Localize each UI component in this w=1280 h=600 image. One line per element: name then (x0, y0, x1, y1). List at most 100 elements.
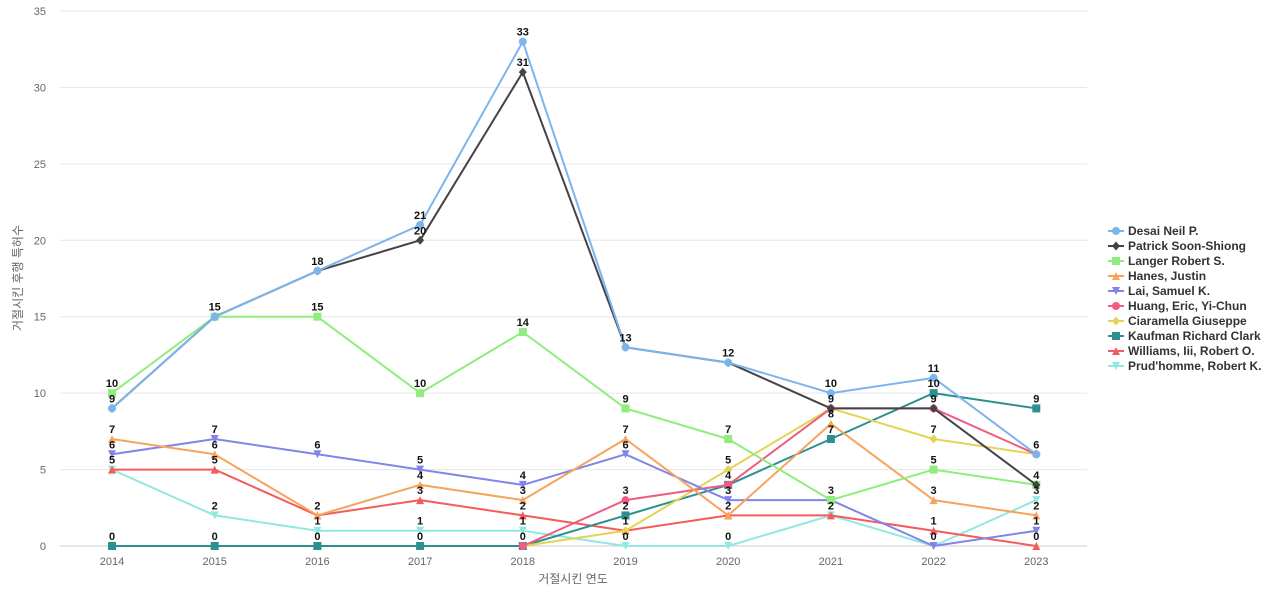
y-tick-label: 15 (34, 312, 46, 324)
data-label: 2 (725, 500, 731, 512)
data-label: 10 (825, 378, 837, 390)
legend-label: Huang, Eric, Yi-Chun (1128, 299, 1247, 313)
data-point (621, 496, 630, 505)
data-label: 9 (109, 393, 115, 405)
data-label: 0 (314, 531, 320, 543)
data-point (313, 450, 322, 459)
data-label: 1 (931, 516, 937, 528)
legend-marker-icon (1112, 332, 1120, 340)
data-label: 4 (520, 470, 527, 482)
legend-label: Langer Robert S. (1128, 254, 1225, 268)
data-label: 21 (414, 210, 426, 222)
data-point (1032, 542, 1041, 550)
legend-item[interactable]: Williams, Iii, Robert O. (1108, 344, 1255, 358)
data-label: 4 (1033, 470, 1040, 482)
legend-label: Lai, Samuel K. (1128, 284, 1210, 298)
data-label: 6 (622, 439, 628, 451)
data-point (210, 450, 219, 459)
data-point (518, 526, 527, 535)
legend-marker-icon (1112, 316, 1120, 326)
legend-marker-icon (1112, 362, 1120, 370)
legend-marker-icon (1112, 257, 1120, 265)
series-line (522, 407, 1037, 547)
data-point (108, 465, 116, 474)
data-point (929, 542, 938, 550)
data-point (518, 496, 527, 505)
data-point (1032, 511, 1041, 520)
data-point (621, 343, 630, 352)
data-label: 0 (1033, 531, 1039, 543)
series-1 (108, 37, 1041, 459)
y-tick-label: 30 (34, 82, 46, 94)
data-point (416, 465, 425, 474)
data-label: 10 (414, 378, 426, 390)
data-point (826, 435, 835, 443)
legend-item[interactable]: Kaufman Richard Clark (1108, 329, 1261, 343)
data-label: 1 (314, 516, 320, 528)
legend-item[interactable]: Ciaramella Giuseppe (1108, 314, 1247, 328)
data-point (313, 266, 322, 275)
data-label: 7 (828, 424, 834, 436)
data-label: 9 (828, 393, 834, 405)
legend-item[interactable]: Desai Neil P. (1108, 224, 1199, 238)
data-label: 2 (520, 500, 526, 512)
x-tick-label: 2016 (305, 556, 329, 568)
data-label: 8 (828, 409, 834, 421)
legend-item[interactable]: Patrick Soon-Shiong (1108, 239, 1246, 253)
data-point (416, 542, 425, 550)
data-point (621, 404, 630, 413)
data-point (826, 511, 835, 520)
data-point (724, 480, 733, 489)
legend-marker-icon (1112, 302, 1120, 310)
x-tick-label: 2014 (100, 556, 124, 568)
data-point (108, 542, 116, 550)
data-label: 1 (520, 516, 526, 528)
legend-label: Desai Neil P. (1128, 224, 1199, 238)
data-label: 15 (209, 302, 221, 314)
data-point (313, 312, 322, 321)
data-label: 5 (725, 455, 731, 467)
series-10 (108, 465, 1041, 550)
data-point (210, 542, 219, 550)
data-point (108, 389, 116, 398)
data-label: 20 (414, 225, 426, 237)
data-point (518, 511, 527, 520)
data-point (416, 235, 425, 245)
data-point (724, 511, 733, 520)
data-label: 12 (722, 348, 734, 360)
data-point (210, 465, 219, 474)
data-label: 6 (1033, 439, 1039, 451)
data-label: 2 (212, 500, 218, 512)
data-label: 10 (927, 378, 939, 390)
legend-label: Kaufman Richard Clark (1128, 329, 1261, 343)
y-tick-label: 5 (40, 465, 46, 477)
data-point (108, 435, 116, 443)
legend-item[interactable]: Prud'homme, Robert K. (1108, 359, 1262, 373)
data-point (416, 526, 425, 535)
data-point (1032, 526, 1041, 535)
legend-marker-icon (1112, 272, 1120, 280)
data-point (929, 389, 938, 398)
series-6 (518, 404, 1041, 550)
data-label: 2 (622, 500, 628, 512)
data-point (416, 389, 425, 398)
x-tick-label: 2015 (202, 556, 226, 568)
data-point (416, 480, 425, 489)
data-label: 1 (417, 516, 423, 528)
legend-item[interactable]: Hanes, Justin (1108, 269, 1206, 283)
data-label: 3 (828, 485, 834, 497)
data-label: 9 (931, 393, 937, 405)
data-point (929, 434, 938, 444)
legend-marker-icon (1112, 241, 1120, 251)
data-label: 3 (622, 485, 628, 497)
y-tick-label: 0 (40, 541, 46, 553)
data-point (929, 373, 938, 382)
legend-item[interactable]: Langer Robert S. (1108, 254, 1225, 268)
data-label: 0 (725, 531, 731, 543)
legend-item[interactable]: Lai, Samuel K. (1108, 284, 1210, 298)
data-label: 3 (725, 485, 731, 497)
legend-item[interactable]: Huang, Eric, Yi-Chun (1108, 299, 1247, 313)
data-label: 1 (622, 516, 628, 528)
